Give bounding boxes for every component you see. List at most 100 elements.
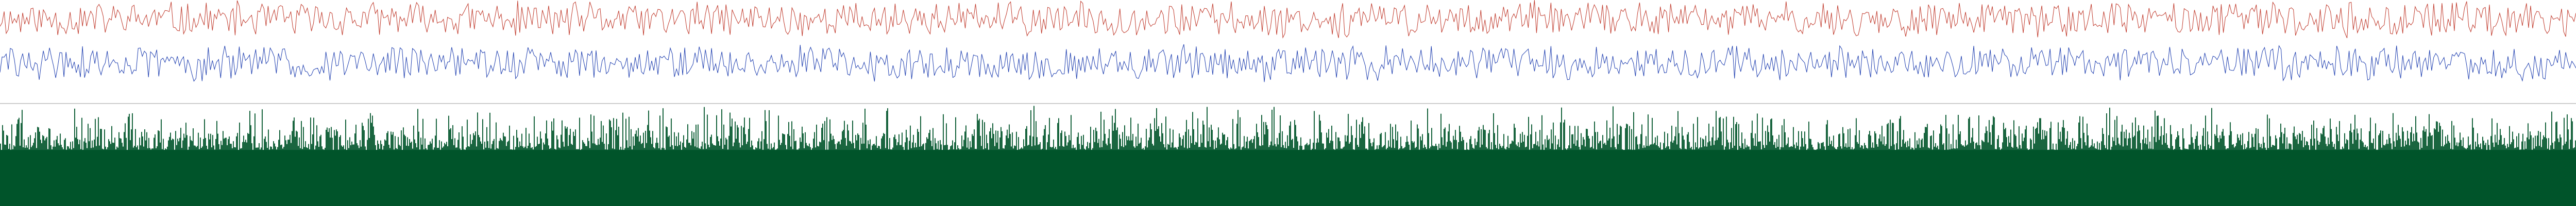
bar <box>409 139 410 206</box>
bar <box>2177 131 2178 206</box>
bar <box>149 148 150 206</box>
bar <box>1084 148 1085 206</box>
bar <box>2270 136 2271 206</box>
bar <box>1199 147 1200 206</box>
bar <box>758 138 759 206</box>
bar <box>1563 122 1564 206</box>
bar <box>1371 146 1372 206</box>
bar <box>1604 143 1605 206</box>
bar <box>138 149 139 206</box>
bar <box>1934 146 1935 206</box>
bar <box>580 150 581 206</box>
bar <box>2528 123 2529 206</box>
bar <box>2249 148 2250 206</box>
bar <box>1304 145 1306 206</box>
bar <box>1846 147 1848 206</box>
bar <box>2544 137 2545 206</box>
bar <box>616 118 617 206</box>
bar <box>2406 144 2407 206</box>
bar <box>315 145 316 206</box>
bar <box>1738 124 1739 206</box>
bar <box>1100 111 1101 206</box>
bar <box>217 133 218 206</box>
bar <box>1691 147 1692 206</box>
bar <box>1002 131 1003 206</box>
bar <box>1526 146 1527 206</box>
bar <box>851 143 852 206</box>
bar <box>268 129 269 206</box>
bar <box>620 147 621 206</box>
bar <box>711 134 712 206</box>
bar <box>1001 127 1002 206</box>
bar <box>1184 147 1185 206</box>
bar <box>2549 149 2550 206</box>
bar <box>260 149 261 206</box>
bar <box>142 136 143 206</box>
bar <box>456 147 457 206</box>
bar <box>2305 145 2306 206</box>
bar <box>1968 118 1969 206</box>
bar <box>2432 135 2433 206</box>
bar <box>823 140 824 206</box>
bar <box>1741 132 1742 206</box>
bar <box>2199 149 2200 206</box>
bar <box>544 144 545 206</box>
bar <box>685 147 686 206</box>
bar <box>1750 149 1751 206</box>
bar <box>2420 138 2421 206</box>
bar <box>1912 148 1913 206</box>
bar <box>434 147 435 206</box>
bar <box>1421 140 1422 206</box>
bar <box>2234 147 2235 206</box>
bar <box>1938 149 1939 206</box>
bar <box>1095 127 1096 206</box>
bar <box>659 115 660 206</box>
bar <box>1235 148 1236 206</box>
bar <box>1776 139 1777 206</box>
bar <box>238 150 239 206</box>
bar <box>920 116 921 206</box>
bar <box>1048 134 1049 206</box>
bar <box>151 148 152 206</box>
bar <box>1592 136 1593 206</box>
bar <box>1242 147 1243 206</box>
bar <box>50 145 52 206</box>
bar <box>1923 147 1924 206</box>
bar <box>408 146 409 206</box>
bar <box>804 148 805 206</box>
bar <box>519 141 520 206</box>
bar <box>1434 146 1435 206</box>
bar <box>319 136 320 206</box>
bar <box>2352 144 2353 206</box>
bar <box>173 139 174 206</box>
bar <box>1065 136 1066 206</box>
bar <box>150 149 151 206</box>
bar <box>579 117 580 206</box>
bar <box>492 144 493 206</box>
bar <box>600 138 601 206</box>
bar <box>1783 147 1784 206</box>
bar <box>8 149 9 206</box>
bar <box>1554 149 1555 206</box>
bar <box>2347 140 2348 206</box>
bar <box>1467 149 1468 206</box>
bar <box>33 143 34 206</box>
bar <box>290 134 291 206</box>
bar <box>1282 131 1283 206</box>
bar <box>1536 145 1537 206</box>
bar <box>1032 136 1033 206</box>
bar <box>720 139 721 206</box>
bar <box>311 144 312 206</box>
bar <box>1350 142 1351 206</box>
bar <box>2564 117 2565 206</box>
bar <box>866 125 867 206</box>
bar <box>1540 149 1541 206</box>
bar <box>216 121 217 206</box>
bar <box>1164 147 1165 206</box>
bar <box>2379 133 2380 206</box>
bar <box>474 135 475 206</box>
bar <box>1728 142 1729 206</box>
bar <box>1343 147 1344 206</box>
bar <box>1637 144 1638 206</box>
bar <box>1885 146 1886 206</box>
